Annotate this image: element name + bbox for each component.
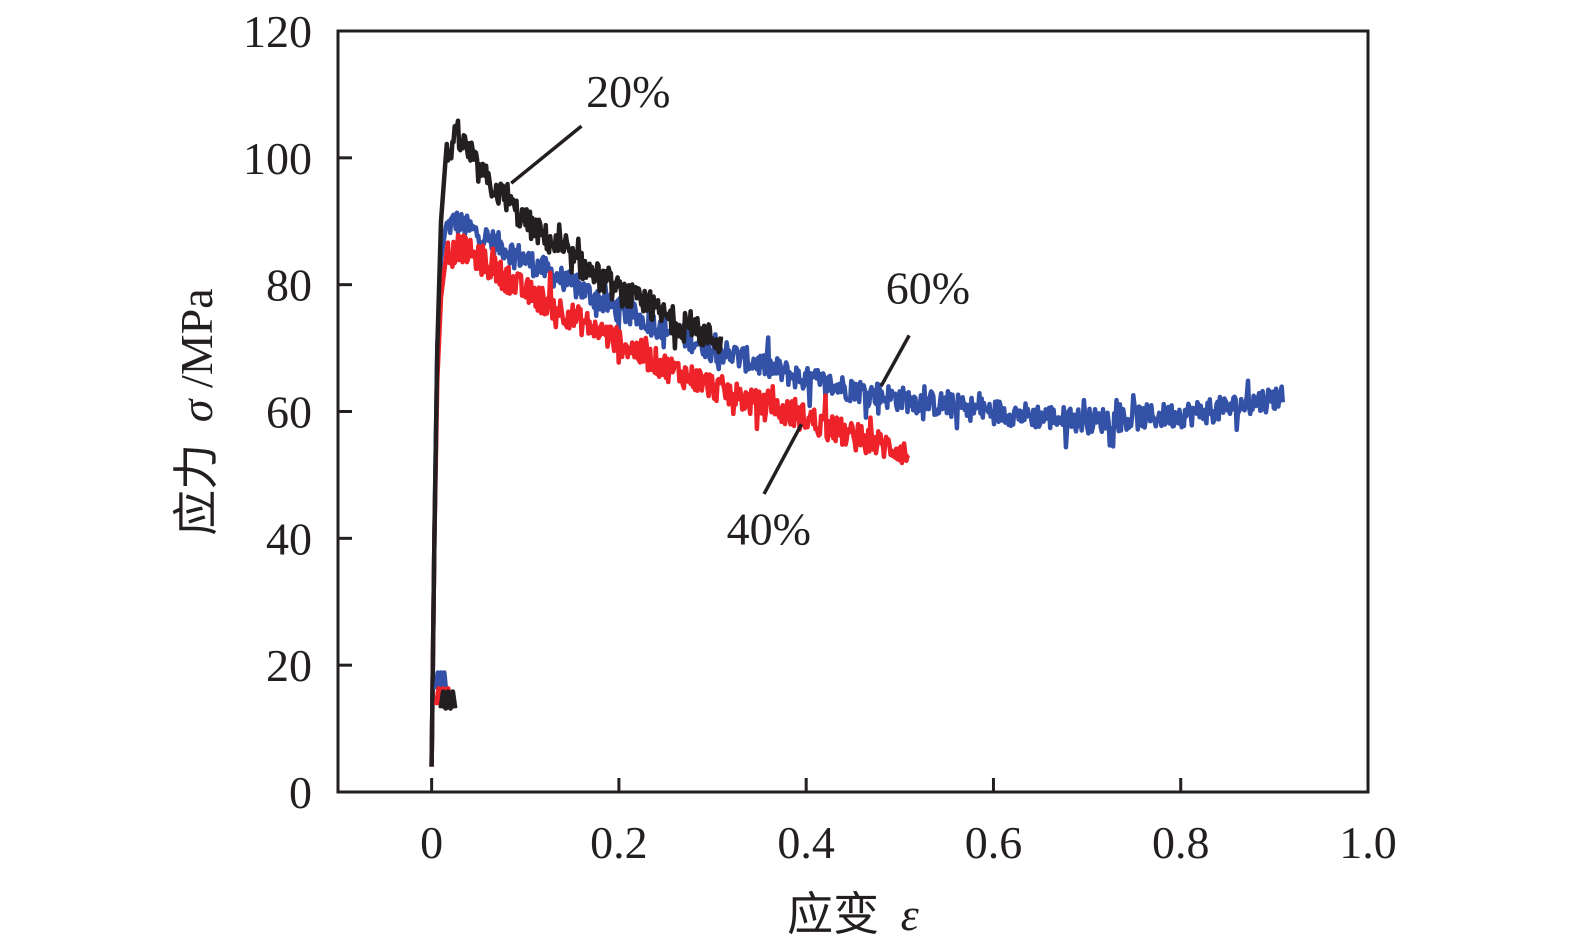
series-line-20pct: [429, 118, 724, 767]
series-line-60pct: [429, 210, 1286, 767]
x-tick-label: 1.0: [1339, 817, 1397, 868]
y-tick-label: 80: [266, 260, 312, 311]
x-axis-title-symbol: ε: [901, 889, 920, 940]
y-axis-title-cjk: 应力: [171, 444, 222, 536]
annotation-label: 60%: [886, 263, 970, 314]
x-axis-title: 应变 ε: [787, 889, 920, 940]
x-tick-label: 0.6: [965, 817, 1023, 868]
initial-blip-60pct: [433, 670, 449, 692]
series-layer: [429, 118, 1286, 767]
initial-blip-20pct: [438, 689, 458, 711]
x-tick-label: 0.8: [1152, 817, 1210, 868]
series-line-40pct: [429, 232, 911, 767]
annotation-label: 40%: [727, 504, 811, 555]
initial-blip-40pct: [433, 686, 453, 708]
annotation-pointer: [762, 423, 804, 495]
x-tick-label: 0.2: [590, 817, 648, 868]
annotation-layer: 20% 60% 40%: [510, 66, 970, 555]
y-tick-label: 0: [289, 767, 312, 818]
x-axis-title-cjk: 应变: [787, 889, 879, 940]
y-tick-label: 120: [243, 6, 312, 57]
y-tick-label: 40: [266, 513, 312, 564]
y-tick-label: 20: [266, 640, 312, 691]
y-axis-title-symbol: σ: [171, 397, 222, 422]
x-tick-label: 0: [420, 817, 443, 868]
y-axis-title: 应力 σ /MPa: [171, 288, 222, 535]
annotation-pointer: [879, 334, 911, 387]
x-tick-label: 0.4: [777, 817, 835, 868]
y-tick-label: 100: [243, 133, 312, 184]
y-axis-title-unit: /MPa: [171, 288, 222, 388]
annotation-label: 20%: [586, 66, 670, 117]
x-axis-ticks: 0 0.2 0.4 0.6 0.8 1.0: [420, 778, 1397, 868]
y-axis-ticks: 0 20 40 60 80 100 120: [243, 6, 352, 818]
annotation-pointer: [510, 124, 583, 185]
y-tick-label: 60: [266, 387, 312, 438]
